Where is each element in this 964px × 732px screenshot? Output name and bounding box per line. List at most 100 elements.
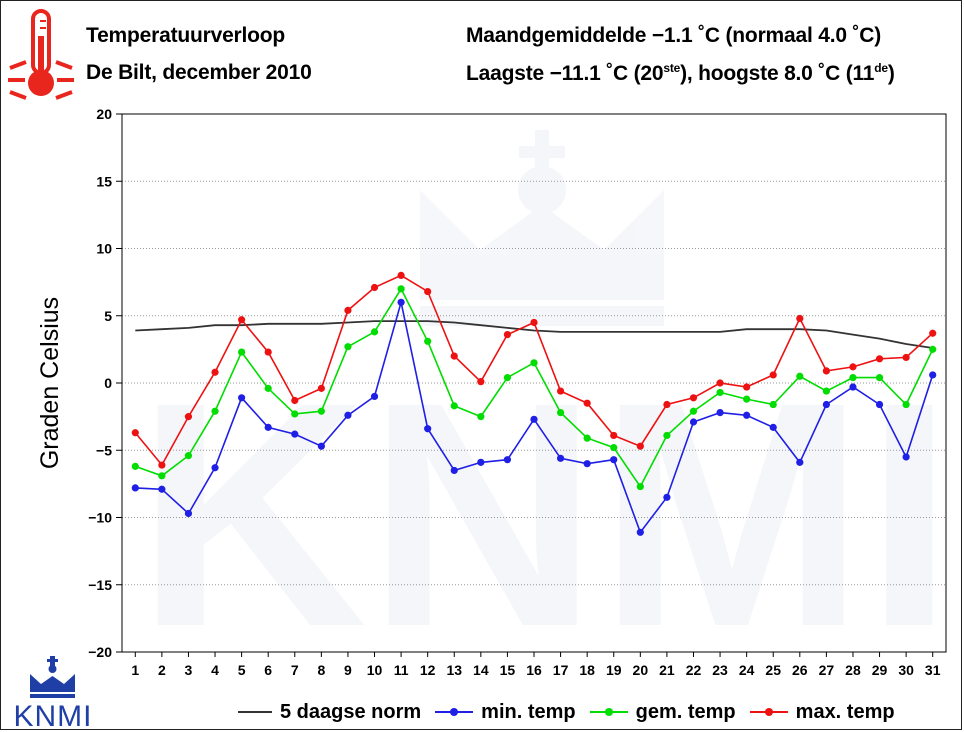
legend-label-norm: 5 daagse norm (280, 700, 422, 723)
data-point (264, 423, 272, 431)
legend-max-swatch (749, 708, 788, 716)
x-tick-label: 19 (606, 662, 622, 678)
x-tick-label: 15 (500, 662, 516, 678)
data-point (610, 443, 618, 452)
data-point (158, 472, 166, 480)
data-point (477, 413, 485, 421)
svg-text:KNMI: KNMI (136, 335, 954, 693)
data-point (769, 400, 777, 409)
data-point (291, 396, 299, 405)
data-point (238, 316, 246, 324)
x-tick-label: 28 (845, 662, 861, 678)
series-layer (131, 271, 937, 536)
series-3 (131, 271, 937, 469)
data-point (769, 423, 777, 431)
x-tick-label: 20 (633, 662, 649, 678)
data-point (530, 415, 538, 423)
crown-icon (30, 656, 75, 698)
data-point (530, 359, 538, 367)
y-axis-label: Graden Celsius (36, 297, 64, 469)
legend-item-norm: 5 daagse norm (238, 701, 421, 724)
data-point (370, 283, 379, 292)
data-point (875, 374, 884, 382)
data-point (743, 395, 751, 403)
data-point (264, 384, 272, 392)
y-tick-label: 5 (104, 308, 112, 324)
series-line (135, 320, 933, 349)
data-point (875, 355, 884, 363)
data-point (370, 392, 379, 401)
grid-lines (122, 180, 946, 586)
legend-label-gem: gem. temp (635, 700, 736, 723)
x-tick-label: 7 (291, 662, 299, 678)
data-point (636, 528, 644, 536)
data-point (184, 509, 193, 518)
data-point (636, 442, 644, 450)
legend-min-swatch (435, 708, 474, 716)
data-point (397, 285, 405, 293)
x-tick-label: 8 (317, 662, 325, 678)
y-tick-label: 0 (104, 375, 112, 391)
data-point (796, 372, 804, 380)
data-point (317, 407, 325, 415)
data-point (583, 434, 591, 442)
month-average-text: Maandgemiddelde −1.1 ˚C (normaal 4.0 ˚C) (466, 24, 882, 47)
data-point (317, 442, 325, 450)
legend-item-gem: gem. temp (589, 700, 736, 724)
x-tick-label: 18 (579, 662, 595, 678)
data-point (769, 371, 777, 379)
data-point (556, 408, 565, 417)
data-point (663, 493, 671, 501)
data-point (424, 425, 432, 433)
data-point (131, 429, 139, 437)
x-tick-label: 13 (446, 662, 462, 678)
x-tick-label: 4 (211, 662, 219, 678)
data-point (238, 348, 246, 356)
data-point (663, 431, 671, 440)
data-point (716, 379, 724, 387)
data-point (131, 484, 139, 492)
x-tick-label: 5 (238, 662, 246, 678)
data-point (344, 411, 352, 419)
data-point (291, 410, 299, 418)
data-point (929, 329, 937, 337)
data-point (424, 287, 432, 296)
data-point (796, 314, 804, 323)
data-point (158, 461, 166, 469)
x-tick-label: 1 (131, 662, 139, 678)
data-point (503, 374, 512, 382)
x-tick-label: 10 (367, 662, 383, 678)
data-point (929, 345, 937, 353)
data-point (503, 456, 512, 464)
data-point (610, 456, 618, 464)
data-point (636, 482, 644, 491)
data-point (397, 271, 405, 279)
y-tick-label: −5 (96, 442, 112, 458)
x-tick-label: 2 (158, 662, 166, 678)
data-point (583, 460, 591, 468)
x-tick-label: 30 (898, 662, 914, 678)
y-tick-label: −20 (88, 644, 112, 660)
y-tick-label: 15 (96, 173, 112, 189)
data-point (344, 306, 352, 314)
data-point (556, 454, 565, 462)
x-tick-label: 16 (526, 662, 542, 678)
data-point (317, 384, 325, 392)
x-tick-label: 22 (686, 662, 702, 678)
x-tick-label: 12 (420, 662, 436, 678)
data-point (743, 411, 751, 419)
data-point (530, 318, 538, 327)
data-point (211, 368, 219, 376)
data-point (158, 485, 166, 493)
data-point (211, 464, 219, 472)
data-point (397, 298, 405, 306)
data-point (344, 343, 352, 351)
data-point (902, 353, 910, 362)
data-point (450, 352, 458, 360)
x-tick-label: 11 (394, 662, 409, 678)
x-tick-label: 26 (792, 662, 808, 678)
x-tick-label: 9 (344, 662, 352, 678)
data-point (689, 394, 698, 402)
